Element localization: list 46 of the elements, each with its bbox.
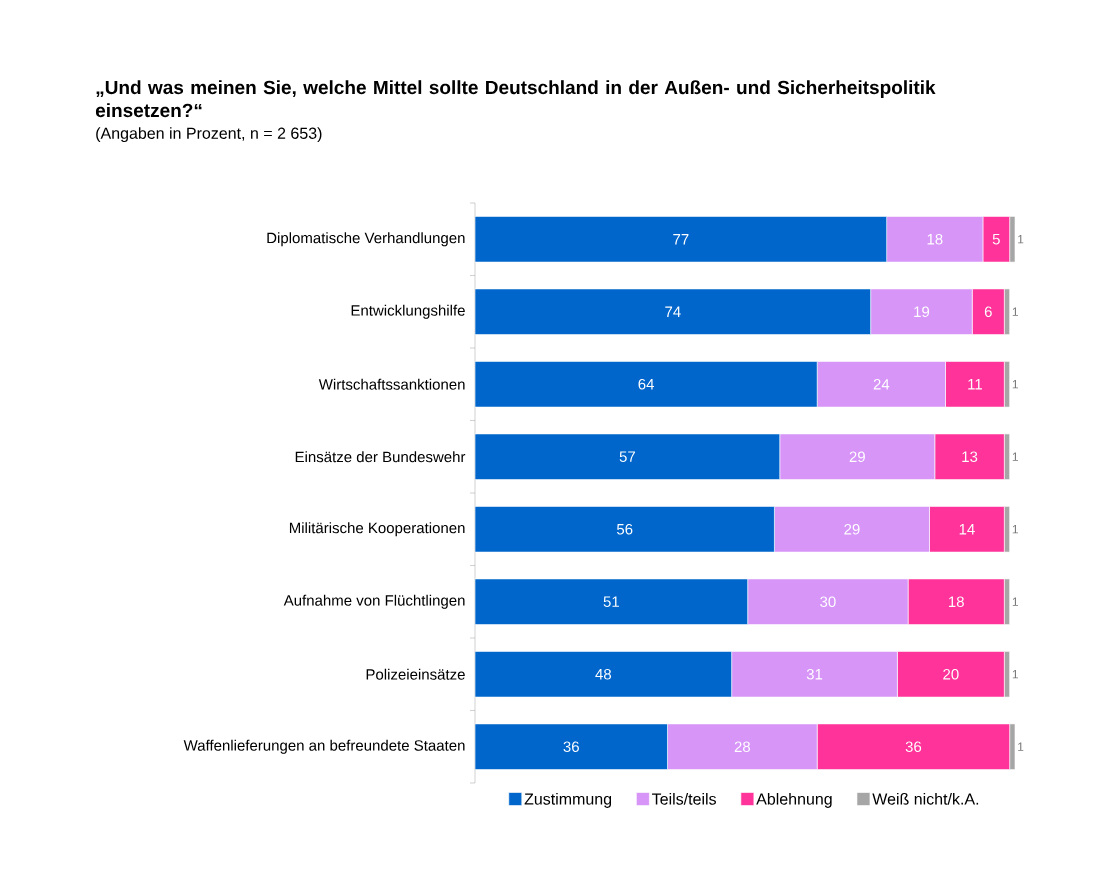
data-label: 57 — [619, 451, 635, 462]
data-label: 77 — [673, 234, 689, 245]
data-label: 1 — [1012, 670, 1018, 679]
y-tick-label: Einsätze der Bundeswehr — [295, 451, 466, 463]
data-label: 1 — [1018, 742, 1024, 751]
data-label: 36 — [905, 741, 922, 753]
data-label: 36 — [563, 741, 579, 753]
data-label: 64 — [638, 378, 655, 390]
data-label: 18 — [949, 596, 964, 608]
data-label: 51 — [603, 596, 619, 607]
legend-label: Weiß nicht/k.A. — [872, 792, 979, 805]
data-label: 31 — [806, 668, 823, 680]
data-label: 1 — [1012, 380, 1018, 389]
y-tick-label: Aufnahme von Flüchtlingen — [283, 594, 465, 609]
data-label: 6 — [984, 306, 992, 318]
data-label: 29 — [844, 523, 860, 535]
y-tick-label: Polizeieinsätze — [366, 668, 465, 680]
y-tick-label: Militärische Kooperationen — [289, 522, 465, 537]
data-label: 11 — [968, 379, 982, 390]
data-label: 1 — [1012, 307, 1018, 316]
data-label: 30 — [820, 596, 836, 608]
data-label: 48 — [595, 668, 612, 680]
data-label: 1 — [1012, 525, 1018, 534]
data-label: 20 — [943, 668, 959, 680]
data-label: 56 — [616, 523, 633, 535]
text: (Angaben in Prozent, n = 2 653) — [96, 127, 322, 143]
legend-label: Zustimmung — [524, 792, 612, 808]
chart-title: „Und was meinen Sie, welche Mittel sollte Deutschland in der Außen- und Sicherheitspolitik einsetzen?“ — [95, 80, 936, 118]
data-label: 24 — [873, 379, 890, 390]
data-label: 28 — [734, 741, 751, 753]
y-tick-label: Diplomatische Verhandlungen — [267, 232, 465, 247]
legend-label: Teils/teils — [652, 792, 716, 805]
data-label: 18 — [927, 233, 943, 245]
data-label: 13 — [962, 451, 978, 463]
y-tick-label: Entwicklungshilfe — [351, 304, 465, 319]
data-label: 29 — [849, 451, 865, 463]
data-label: 14 — [959, 524, 975, 535]
y-tick-label: Waffenlieferungen an befreundete Staaten — [183, 739, 465, 754]
data-label: 5 — [992, 234, 1000, 245]
legend-label: Ablehnung — [756, 792, 832, 808]
y-tick-label: Wirtschaftssanktionen — [318, 378, 465, 390]
data-label: 1 — [1012, 452, 1018, 461]
data-label: 1 — [1018, 235, 1024, 244]
data-label: 19 — [914, 306, 930, 318]
data-label: 74 — [665, 306, 681, 317]
data-label: 1 — [1012, 597, 1018, 606]
